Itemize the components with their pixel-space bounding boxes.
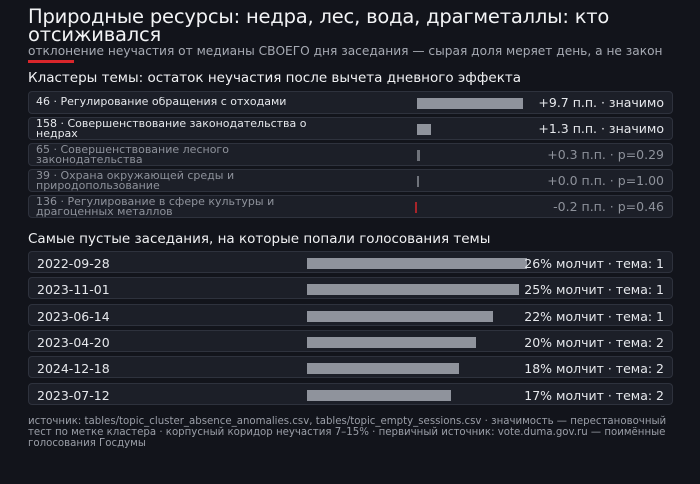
session-value: 20% молчит · тема: 2	[524, 334, 664, 350]
cluster-bar	[417, 98, 523, 109]
accent-bar	[28, 60, 74, 63]
session-row: 2024-12-18 18% молчит · тема: 2	[28, 356, 673, 379]
cluster-row: 46 · Регулирование обращения с отходами +…	[28, 91, 673, 114]
session-date: 2023-11-01	[37, 282, 110, 298]
cluster-value: +0.3 п.п. · p=0.29	[547, 147, 664, 162]
cluster-value: -0.2 п.п. · p=0.46	[553, 199, 664, 214]
sessions-section-title: Самые пустые заседания, на которые попал…	[28, 231, 491, 247]
cluster-bar	[417, 150, 421, 161]
session-bar	[307, 258, 527, 269]
cluster-bar	[414, 202, 417, 213]
source-footnote: источник: tables/topic_cluster_absence_a…	[28, 416, 667, 449]
session-date: 2022-09-28	[37, 256, 110, 271]
session-bar	[307, 363, 460, 375]
session-date: 2023-04-20	[37, 334, 110, 350]
session-date: 2024-12-18	[37, 361, 110, 377]
session-row: 2023-07-12 17% молчит · тема: 2	[28, 382, 673, 405]
cluster-bar	[417, 124, 432, 135]
session-value: 22% молчит · тема: 1	[524, 308, 664, 324]
session-value: 26% молчит · тема: 1	[524, 256, 664, 271]
cluster-row: 136 · Регулирование в сфере культуры и д…	[28, 195, 673, 218]
page-title: Природные ресурсы: недра, лес, вода, дра…	[28, 5, 610, 46]
session-bar	[307, 336, 477, 348]
cluster-value: +1.3 п.п. · значимо	[538, 121, 664, 136]
session-value: 18% молчит · тема: 2	[524, 361, 664, 377]
page-subtitle: отклонение неучастия от медианы СВОЕГО д…	[28, 44, 663, 58]
cluster-row: 65 · Совершенствование лесного законодат…	[28, 143, 673, 166]
session-bar	[307, 284, 519, 296]
cluster-row: 158 · Совершенствование законодательства…	[28, 117, 673, 140]
clusters-section-title: Кластеры темы: остаток неучастия после в…	[28, 70, 521, 86]
session-value: 17% молчит · тема: 2	[524, 387, 664, 403]
cluster-label: 65 · Совершенствование лесного законодат…	[36, 145, 229, 165]
cluster-label: 39 · Охрана окружающей среды и природопо…	[36, 171, 235, 191]
cluster-label: 158 · Совершенствование законодательства…	[36, 119, 307, 139]
cluster-value: +0.0 п.п. · p=1.00	[547, 173, 664, 188]
session-bar	[307, 310, 494, 322]
session-bar	[307, 389, 451, 401]
cluster-value: +9.7 п.п. · значимо	[538, 95, 664, 110]
cluster-label: 136 · Регулирование в сфере культуры и д…	[36, 197, 275, 217]
session-row: 2022-09-28 26% молчит · тема: 1	[28, 251, 673, 273]
cluster-bar	[417, 176, 419, 187]
session-value: 25% молчит · тема: 1	[524, 282, 664, 298]
session-row: 2023-11-01 25% молчит · тема: 1	[28, 277, 673, 300]
cluster-label: 46 · Регулирование обращения с отходами	[36, 97, 287, 107]
session-row: 2023-04-20 20% молчит · тема: 2	[28, 329, 673, 352]
cluster-row: 39 · Охрана окружающей среды и природопо…	[28, 169, 673, 192]
session-date: 2023-07-12	[37, 387, 110, 403]
session-row: 2023-06-14 22% молчит · тема: 1	[28, 303, 673, 326]
session-date: 2023-06-14	[37, 308, 110, 324]
